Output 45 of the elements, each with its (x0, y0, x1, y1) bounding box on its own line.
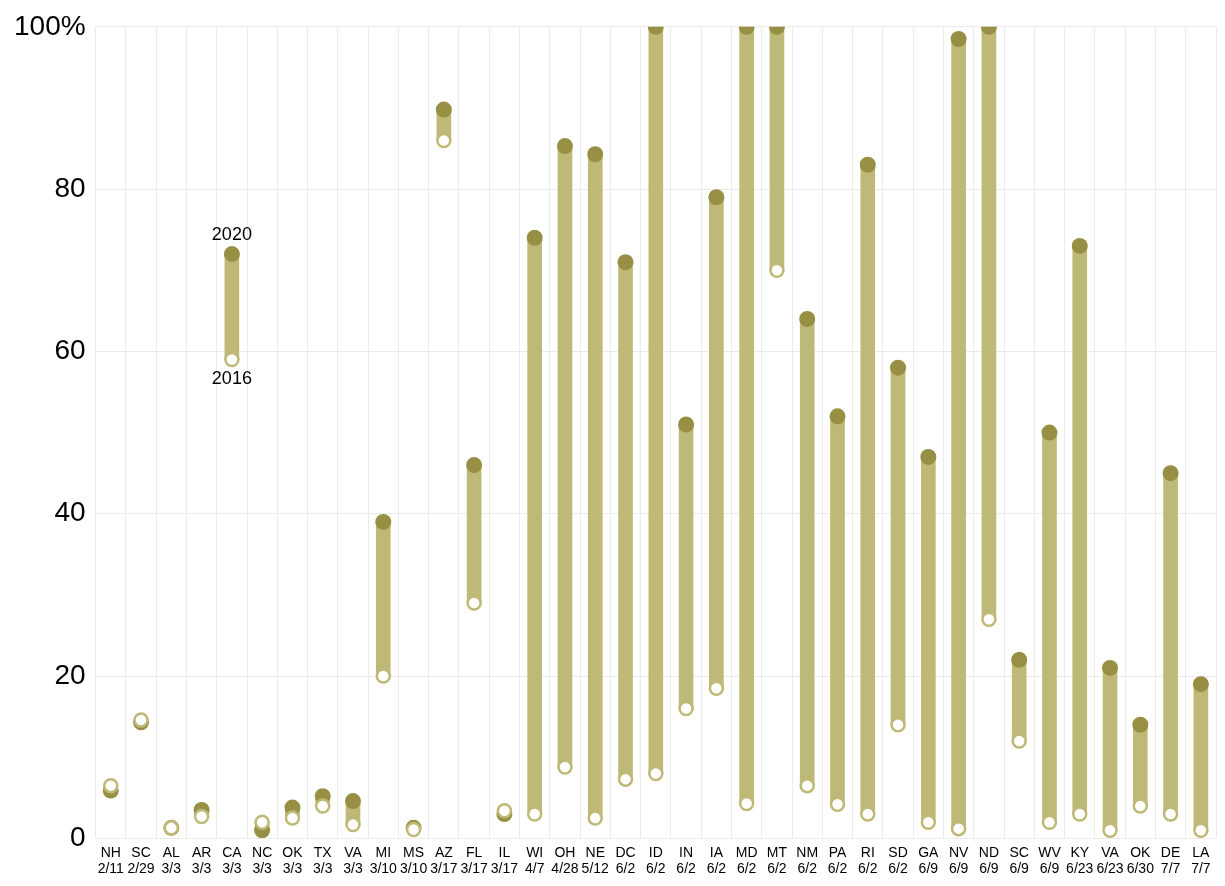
x-tick-label: NV 6/9 (948, 843, 969, 877)
x-tick-label: NE 5/12 (581, 843, 610, 877)
y-tick-label: 40 (54, 496, 86, 528)
x-tick-label: AL 3/3 (161, 843, 182, 877)
x-tick-label: LA 7/7 (1191, 843, 1211, 877)
x-tick-label: GA 6/9 (918, 843, 940, 877)
x-tick-label: AR 3/3 (191, 843, 212, 877)
x-tick-label: OK 3/3 (282, 843, 304, 877)
y-tick-label: 60 (54, 334, 86, 366)
x-tick-label: MI 3/10 (369, 843, 398, 877)
annotation: 2016 (211, 367, 252, 388)
x-tick-label: IA 6/2 (706, 843, 727, 877)
x-tick-label: PA 6/2 (827, 843, 848, 877)
x-tick-label: SC 2/29 (127, 843, 155, 877)
x-tick-label: RI 6/2 (858, 843, 878, 877)
x-tick-label: MD 6/2 (735, 843, 758, 877)
x-tick-label: MT 6/2 (766, 843, 788, 877)
x-tick-label: SC 6/9 (1009, 843, 1030, 877)
x-tick-label: WI 4/7 (524, 843, 545, 877)
x-tick-label: AZ 3/17 (430, 843, 458, 877)
x-tick-label: NC 3/3 (252, 843, 273, 877)
x-tick-label: MS 3/10 (399, 843, 428, 877)
y-tick-label: 100% (13, 9, 86, 41)
y-tick-label: 0 (70, 821, 86, 853)
y-tick-label: 20 (54, 658, 86, 690)
x-tick-label: NM 6/2 (796, 843, 819, 877)
x-tick-label: KY 6/23 (1066, 843, 1094, 877)
x-tick-label: SD 6/2 (888, 843, 908, 877)
x-tick-label: ND 6/9 (978, 843, 1000, 877)
x-tick-label: TX 3/3 (312, 843, 333, 877)
x-tick-label: WV 6/9 (1038, 843, 1062, 877)
x-tick-label: VA 3/3 (343, 843, 363, 877)
x-tick-label: DC 6/2 (615, 843, 636, 877)
x-tick-label: DE 7/7 (1160, 843, 1181, 877)
y-tick-label: 80 (54, 171, 86, 203)
x-tick-label: IL 3/17 (490, 843, 519, 877)
x-tick-label: IN 6/2 (676, 843, 697, 877)
x-tick-label: VA 6/23 (1096, 843, 1124, 877)
x-tick-label: CA 3/3 (222, 843, 243, 877)
x-tick-label: NH 2/11 (97, 843, 125, 877)
x-tick-label: ID 6/2 (646, 843, 666, 877)
x-tick-label: OK 6/30 (1126, 843, 1155, 877)
annotation: 2020 (211, 224, 252, 245)
x-tick-label: OH 4/28 (551, 843, 579, 877)
x-tick-label: FL 3/17 (460, 843, 488, 877)
